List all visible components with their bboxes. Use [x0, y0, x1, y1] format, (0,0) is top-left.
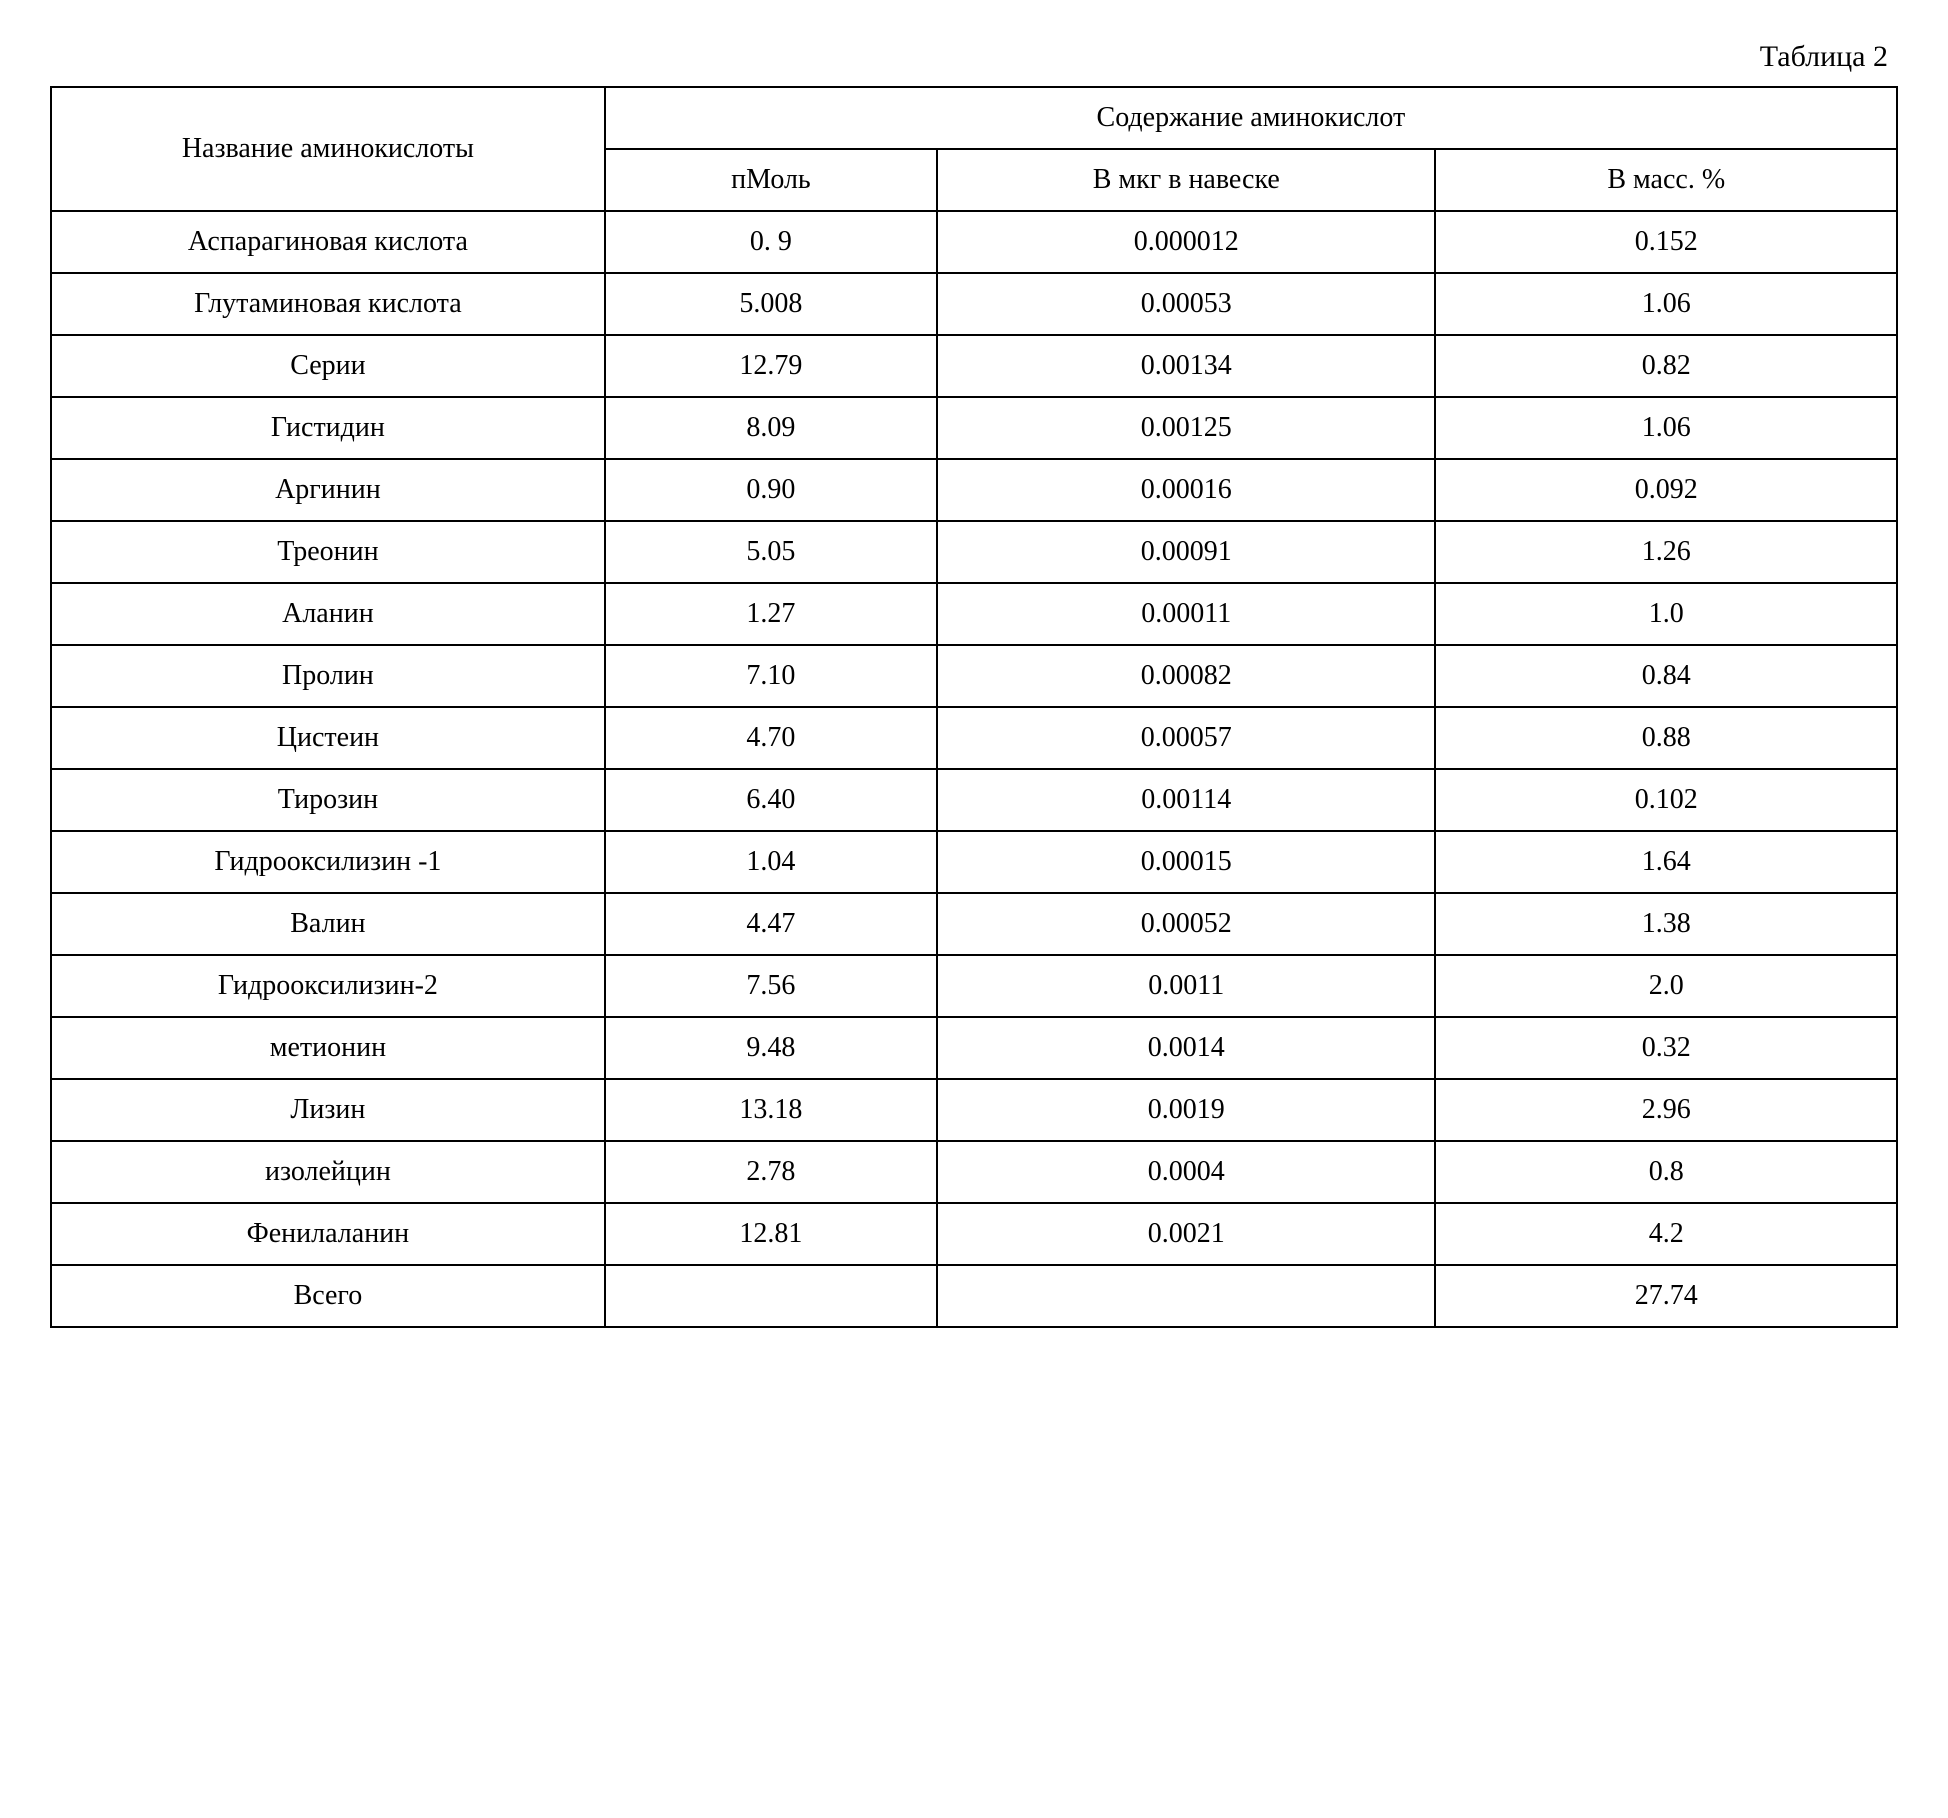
cell-mkg: 0.00082	[937, 645, 1435, 707]
cell-mass: 2.96	[1435, 1079, 1897, 1141]
cell-name: Цистеин	[51, 707, 605, 769]
cell-pmol: 4.47	[605, 893, 937, 955]
cell-mass: 1.06	[1435, 397, 1897, 459]
table-row: Гидрооксилизин -11.040.000151.64	[51, 831, 1897, 893]
cell-pmol: 0. 9	[605, 211, 937, 273]
cell-mass: 0.32	[1435, 1017, 1897, 1079]
cell-mass: 1.06	[1435, 273, 1897, 335]
cell-pmol: 1.04	[605, 831, 937, 893]
cell-mkg: 0.0011	[937, 955, 1435, 1017]
cell-pmol: 7.56	[605, 955, 937, 1017]
cell-mass: 1.0	[1435, 583, 1897, 645]
table-row: Серии12.790.001340.82	[51, 335, 1897, 397]
table-body: Аспарагиновая кислота0. 90.0000120.152Гл…	[51, 211, 1897, 1327]
cell-mkg: 0.00114	[937, 769, 1435, 831]
table-row: Лизин13.180.00192.96	[51, 1079, 1897, 1141]
cell-mass: 0.152	[1435, 211, 1897, 273]
cell-pmol: 7.10	[605, 645, 937, 707]
cell-name: Пролин	[51, 645, 605, 707]
cell-pmol: 6.40	[605, 769, 937, 831]
table-row: Всего 27.74	[51, 1265, 1897, 1327]
cell-name: Серии	[51, 335, 605, 397]
cell-mkg: 0.00057	[937, 707, 1435, 769]
cell-name: Аргинин	[51, 459, 605, 521]
cell-pmol: 2.78	[605, 1141, 937, 1203]
cell-mass: 0.8	[1435, 1141, 1897, 1203]
cell-mass: 1.38	[1435, 893, 1897, 955]
table-row: Цистеин4.700.000570.88	[51, 707, 1897, 769]
cell-mass: 1.64	[1435, 831, 1897, 893]
cell-name: Треонин	[51, 521, 605, 583]
cell-mkg: 0.00016	[937, 459, 1435, 521]
cell-pmol: 12.79	[605, 335, 937, 397]
header-mkg: В мкг в навеске	[937, 149, 1435, 211]
cell-name: Всего	[51, 1265, 605, 1327]
cell-pmol: 8.09	[605, 397, 937, 459]
cell-mkg: 0.00011	[937, 583, 1435, 645]
cell-mass: 0.092	[1435, 459, 1897, 521]
table-row: Валин4.470.000521.38	[51, 893, 1897, 955]
cell-pmol: 5.008	[605, 273, 937, 335]
cell-mkg	[937, 1265, 1435, 1327]
cell-mkg: 0.000012	[937, 211, 1435, 273]
cell-mkg: 0.00015	[937, 831, 1435, 893]
cell-name: Гидрооксилизин-2	[51, 955, 605, 1017]
table-row: Гидрооксилизин-27.560.00112.0	[51, 955, 1897, 1017]
cell-mass: 0.88	[1435, 707, 1897, 769]
cell-mass: 0.102	[1435, 769, 1897, 831]
cell-pmol	[605, 1265, 937, 1327]
table-row: Тирозин6.400.001140.102	[51, 769, 1897, 831]
table-row: Треонин5.050.000911.26	[51, 521, 1897, 583]
cell-mkg: 0.00052	[937, 893, 1435, 955]
cell-mkg: 0.0019	[937, 1079, 1435, 1141]
cell-name: Гистидин	[51, 397, 605, 459]
cell-mkg: 0.00091	[937, 521, 1435, 583]
cell-name: Глутаминовая кислота	[51, 273, 605, 335]
table-caption: Таблица 2	[50, 40, 1898, 74]
cell-mkg: 0.00125	[937, 397, 1435, 459]
cell-name: Аланин	[51, 583, 605, 645]
cell-mass: 4.2	[1435, 1203, 1897, 1265]
cell-name: Тирозин	[51, 769, 605, 831]
cell-mass: 27.74	[1435, 1265, 1897, 1327]
cell-name: Лизин	[51, 1079, 605, 1141]
header-mass: В масс. %	[1435, 149, 1897, 211]
cell-pmol: 12.81	[605, 1203, 937, 1265]
header-pmol: пМоль	[605, 149, 937, 211]
amino-acids-table: Название аминокислоты Содержание аминоки…	[50, 86, 1898, 1328]
table-row: Аргинин0.900.000160.092	[51, 459, 1897, 521]
table-row: метионин9.480.00140.32	[51, 1017, 1897, 1079]
cell-pmol: 4.70	[605, 707, 937, 769]
table-row: Гистидин8.090.001251.06	[51, 397, 1897, 459]
cell-pmol: 0.90	[605, 459, 937, 521]
cell-pmol: 13.18	[605, 1079, 937, 1141]
cell-mkg: 0.0014	[937, 1017, 1435, 1079]
table-row: Фенилаланин12.810.00214.2	[51, 1203, 1897, 1265]
cell-mass: 1.26	[1435, 521, 1897, 583]
cell-mass: 0.82	[1435, 335, 1897, 397]
table-row: Пролин7.100.000820.84	[51, 645, 1897, 707]
cell-name: метионин	[51, 1017, 605, 1079]
cell-name: Валин	[51, 893, 605, 955]
cell-pmol: 5.05	[605, 521, 937, 583]
cell-name: изолейцин	[51, 1141, 605, 1203]
cell-pmol: 9.48	[605, 1017, 937, 1079]
cell-name: Аспарагиновая кислота	[51, 211, 605, 273]
table-row: Глутаминовая кислота5.0080.000531.06	[51, 273, 1897, 335]
table-row: изолейцин2.780.00040.8	[51, 1141, 1897, 1203]
cell-mkg: 0.00053	[937, 273, 1435, 335]
header-name: Название аминокислоты	[51, 87, 605, 211]
cell-name: Фенилаланин	[51, 1203, 605, 1265]
cell-mkg: 0.0004	[937, 1141, 1435, 1203]
cell-name: Гидрооксилизин -1	[51, 831, 605, 893]
table-row: Аланин1.270.000111.0	[51, 583, 1897, 645]
cell-mkg: 0.00134	[937, 335, 1435, 397]
cell-mass: 0.84	[1435, 645, 1897, 707]
cell-pmol: 1.27	[605, 583, 937, 645]
cell-mkg: 0.0021	[937, 1203, 1435, 1265]
cell-mass: 2.0	[1435, 955, 1897, 1017]
table-row: Аспарагиновая кислота0. 90.0000120.152	[51, 211, 1897, 273]
header-content-group: Содержание аминокислот	[605, 87, 1897, 149]
table-header-row-1: Название аминокислоты Содержание аминоки…	[51, 87, 1897, 149]
